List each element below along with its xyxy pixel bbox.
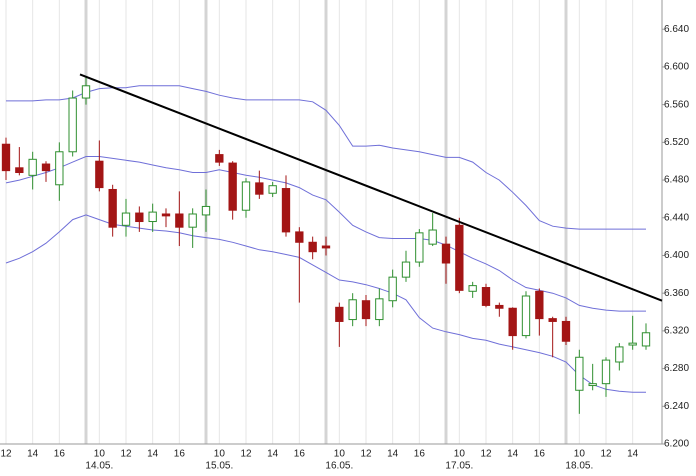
candle-body — [388, 276, 397, 302]
y-tick-label: 6.360 — [664, 288, 689, 299]
y-tick-label: 6.560 — [664, 99, 689, 110]
x-tick-label: 12 — [0, 449, 12, 460]
candle-body — [201, 205, 211, 216]
x-tick-label: 10 — [574, 449, 586, 460]
candle-body — [28, 158, 37, 176]
candle-body — [1, 143, 11, 172]
candle-body — [548, 318, 557, 322]
candle-body — [41, 163, 51, 172]
candle-body — [321, 245, 331, 249]
y-tick-label: 6.240 — [664, 401, 689, 412]
candle-body — [535, 290, 544, 320]
candle-body — [335, 306, 344, 322]
candle-body — [215, 154, 224, 163]
candle-body — [161, 213, 171, 217]
y-tick-label: 6.440 — [664, 212, 689, 223]
candle-body — [481, 287, 491, 306]
y-tick-label: 6.320 — [664, 326, 689, 337]
x-tick-label: 16 — [54, 449, 66, 460]
candle-body — [628, 342, 637, 346]
candle-body — [415, 232, 424, 263]
candle-body — [268, 185, 277, 194]
candle-body — [601, 359, 611, 385]
y-tick-label: 6.200 — [664, 439, 689, 450]
candle-body — [615, 346, 624, 363]
candle-body — [135, 212, 144, 223]
x-tick-label: 14 — [387, 449, 399, 460]
candle-body — [95, 160, 104, 189]
candle-body — [575, 356, 584, 391]
candle-body — [348, 299, 357, 321]
x-tick-label: 12 — [240, 449, 252, 460]
candle-body — [108, 188, 117, 228]
x-tick-label: 10 — [334, 449, 346, 460]
candle-body — [375, 298, 384, 321]
candle-body — [295, 231, 304, 243]
x-tick-label: 14 — [27, 449, 39, 460]
y-tick-label: 6.600 — [664, 62, 689, 73]
candle-body — [588, 383, 597, 387]
y-tick-label: 6.280 — [664, 363, 689, 374]
x-tick-label: 10 — [214, 449, 226, 460]
candle-body — [495, 304, 504, 309]
candle-body — [55, 151, 64, 186]
x-tick-label: 16 — [414, 449, 426, 460]
x-tick-label: 16 — [294, 449, 306, 460]
candle-body — [188, 213, 197, 228]
day-label: 18.05. — [565, 461, 593, 472]
day-label: 15.05. — [205, 461, 233, 472]
candle-body — [641, 332, 651, 347]
day-label: 17.05. — [445, 461, 473, 472]
candle-body — [68, 97, 77, 153]
x-tick-label: 14 — [147, 449, 159, 460]
x-tick-label: 14 — [627, 449, 639, 460]
candle-body — [401, 261, 411, 278]
y-tick-label: 6.480 — [664, 175, 689, 186]
day-label: 14.05. — [85, 461, 113, 472]
candle-body — [148, 211, 157, 223]
x-tick-label: 12 — [360, 449, 372, 460]
x-tick-label: 12 — [120, 449, 132, 460]
day-label: 16.05. — [325, 461, 353, 472]
candle-body — [521, 295, 531, 337]
candle-body — [361, 300, 371, 320]
candle-body — [308, 241, 317, 253]
x-tick-label: 16 — [174, 449, 186, 460]
y-tick-label: 6.640 — [664, 24, 689, 35]
x-tick-label: 14 — [267, 449, 279, 460]
trendline — [79, 73, 663, 302]
x-tick-label: 10 — [94, 449, 106, 460]
candle-body — [15, 167, 24, 174]
x-tick-label: 16 — [534, 449, 546, 460]
candle-body — [441, 243, 451, 264]
candle-body — [468, 285, 477, 292]
candle-body — [228, 162, 237, 211]
y-tick-label: 6.520 — [664, 137, 689, 148]
candle-body — [81, 85, 91, 99]
x-tick-label: 12 — [480, 449, 492, 460]
candle-body — [281, 188, 291, 233]
candle-body — [121, 212, 131, 226]
candle-body — [241, 181, 251, 211]
candle-body — [508, 307, 517, 337]
candle-body — [175, 213, 184, 228]
candle-body — [255, 182, 264, 195]
candle-body — [428, 229, 437, 245]
y-tick-label: 6.400 — [664, 250, 689, 261]
candle-body — [561, 320, 571, 342]
candle-body — [455, 224, 464, 291]
x-tick-label: 10 — [454, 449, 466, 460]
x-tick-label: 14 — [507, 449, 519, 460]
x-tick-label: 12 — [600, 449, 612, 460]
